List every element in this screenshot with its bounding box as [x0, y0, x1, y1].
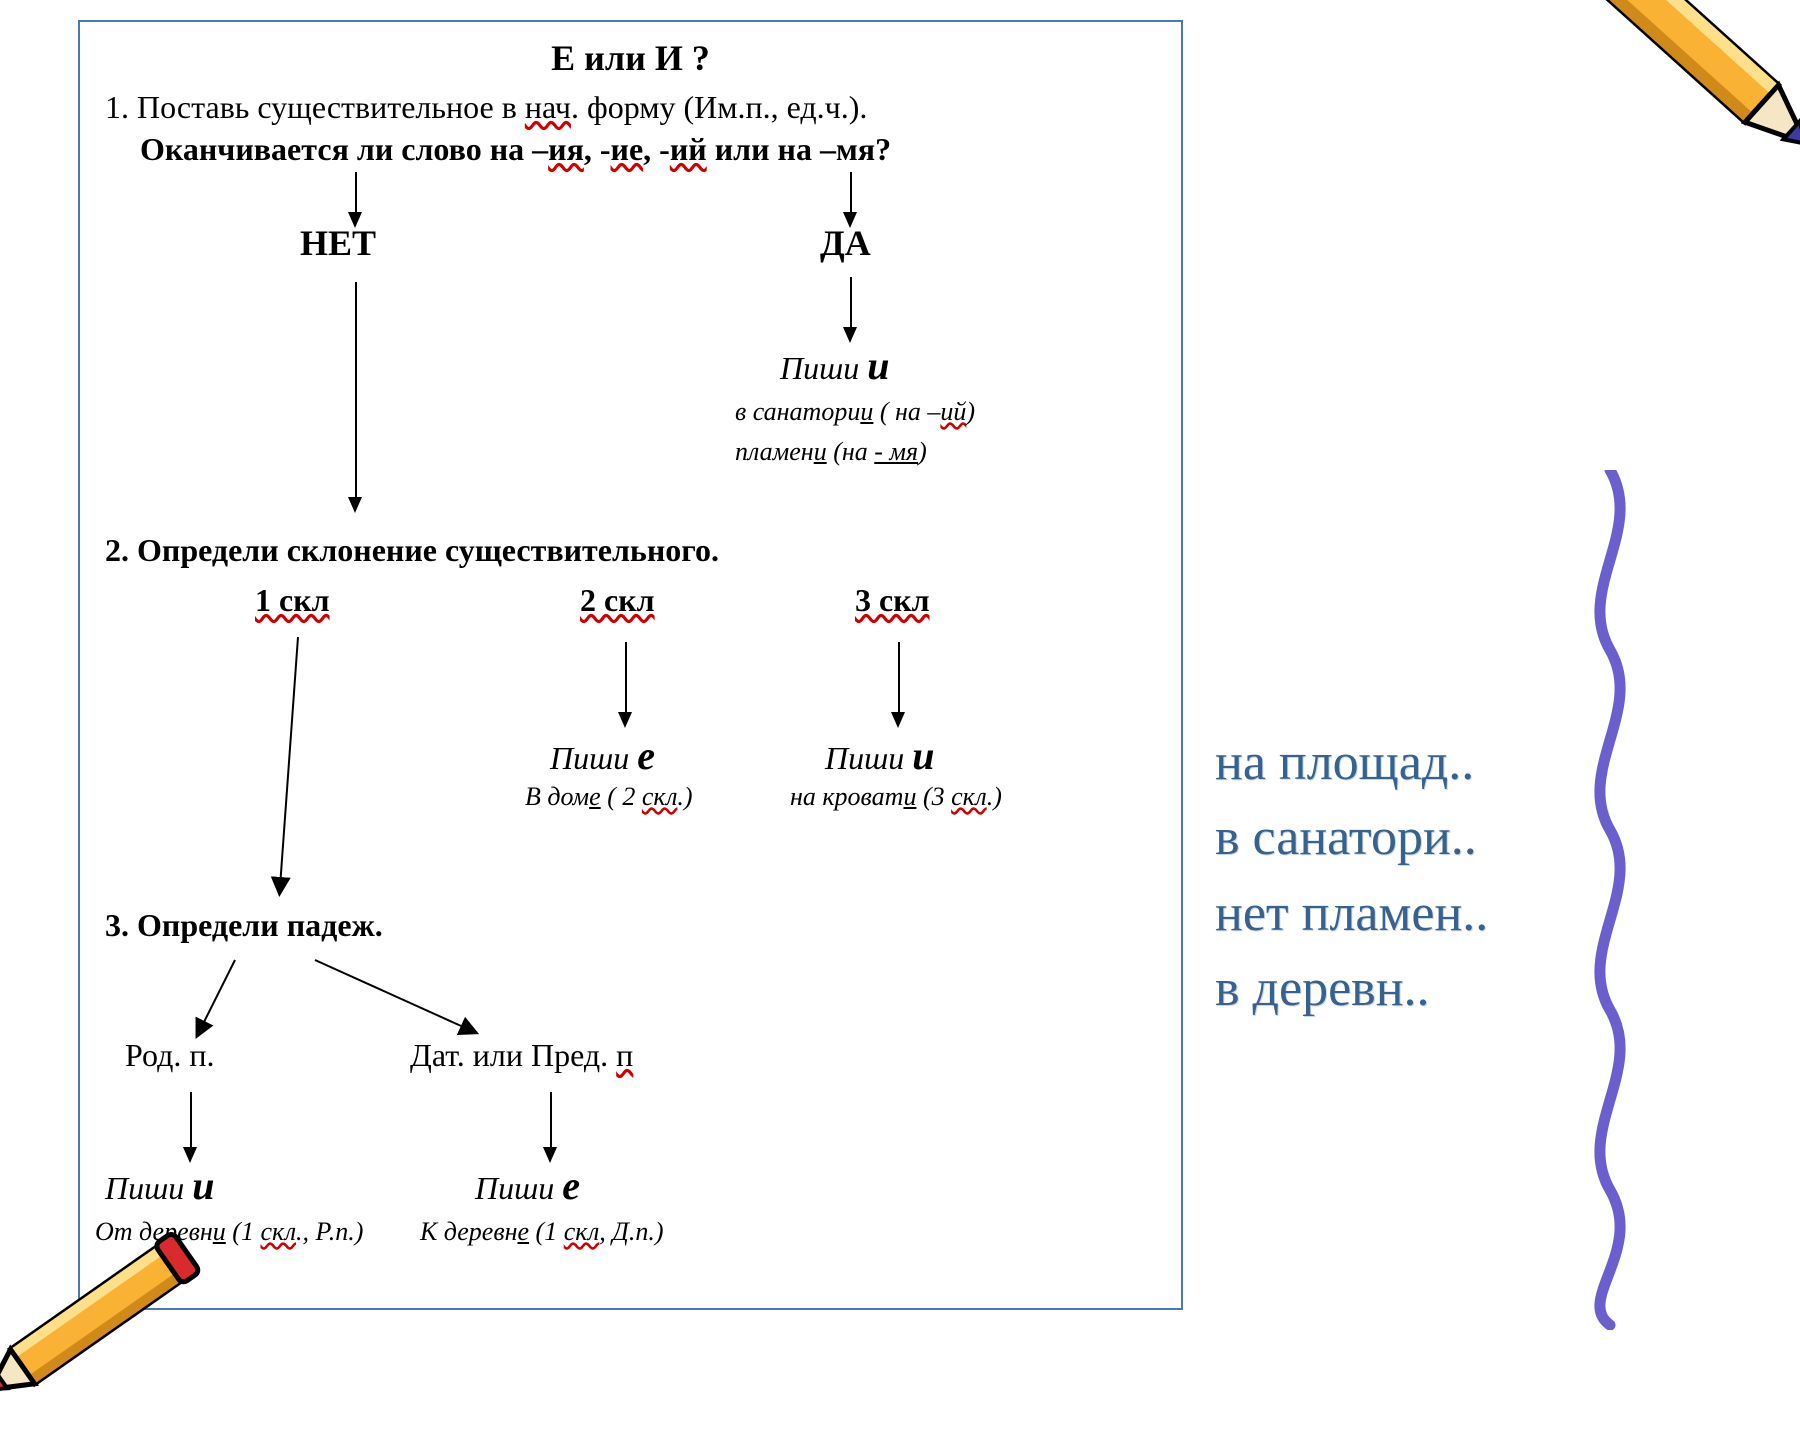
t: (1 [529, 1217, 564, 1246]
t: К деревн [420, 1217, 518, 1246]
arrow [550, 1092, 552, 1152]
letter-e: е [562, 1163, 580, 1208]
rodp: Род. п. [125, 1037, 214, 1074]
t: Дат. или Пред. [410, 1037, 616, 1073]
exercise-item: в санатори.. [1215, 800, 1488, 875]
squiggle-icon [1565, 470, 1655, 1330]
diagonal-arrows [80, 22, 1185, 1312]
t: Пиши [475, 1170, 562, 1206]
exercise-item: в деревн.. [1215, 951, 1488, 1026]
exercise-list: на площад.. в санатори.. нет пламен.. в … [1215, 725, 1488, 1027]
exercise-item: на площад.. [1215, 725, 1488, 800]
step3-heading: 3. Определи падеж. [105, 907, 383, 944]
t: е [518, 1217, 530, 1246]
pencil-icon [1499, 0, 1800, 202]
t: ., Р.п.) [296, 1217, 363, 1246]
write-e-5: Пиши е [475, 1162, 580, 1209]
t: , Д.п.) [599, 1217, 663, 1246]
t: скл [564, 1217, 600, 1246]
example-5: К деревне (1 скл, Д.п.) [420, 1217, 663, 1247]
arrow-head-icon [543, 1147, 557, 1163]
exercise-item: нет пламен.. [1215, 876, 1488, 951]
diagram-frame: Е или И ? 1. Поставь существительное в н… [78, 20, 1183, 1310]
arrow-head-icon [183, 1147, 197, 1163]
datpred: Дат. или Пред. п [410, 1037, 633, 1074]
t: п [616, 1037, 633, 1073]
arrow [190, 1092, 192, 1152]
t: скл [260, 1217, 296, 1246]
